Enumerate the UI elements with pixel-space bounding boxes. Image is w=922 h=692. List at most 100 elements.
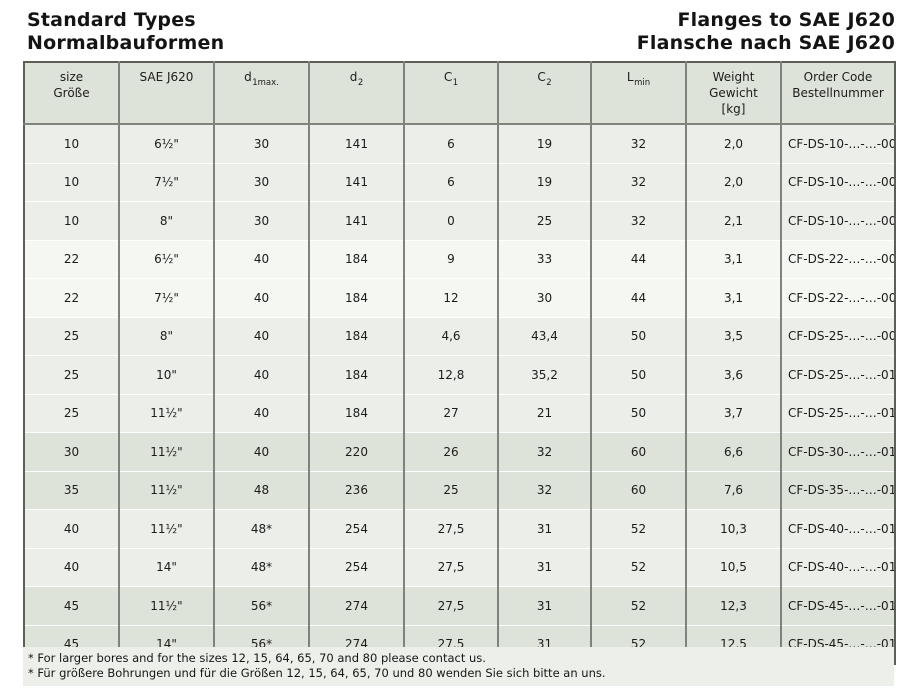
cell-sae: 11½": [118, 586, 214, 625]
table-row: 25 10" 40 184 12,8 35,2 50 3,6 CF-DS-25-…-…-010: [24, 355, 895, 394]
cell-size: 10: [24, 201, 119, 240]
cell-size: 25: [24, 316, 119, 356]
cell-weight: 3,5: [685, 316, 781, 356]
cell-order: CF-DS-10-…-…-007: [780, 162, 895, 202]
table-header-row: size Größe SAE J620 d1max. d2 C1 C2 Lmin Weight G…: [24, 62, 895, 125]
table-row: 40 11½" 48* 254 27,5 31 52 10,3 CF-DS-40-…-…-011: [24, 509, 895, 548]
flange-spec-table: size Größe SAE J620 d1max. d2 C1 C2 Lmin Weight G…: [23, 61, 896, 665]
cell-d1max: 30: [213, 124, 309, 163]
column-header-weight: Weight Gewicht [kg]: [685, 62, 781, 125]
page-title-en: Standard Types: [27, 9, 196, 31]
cell-c1: 6: [403, 162, 498, 202]
cell-d2: 184: [308, 355, 404, 394]
cell-d2: 184: [308, 316, 404, 356]
cell-weight: 3,6: [685, 355, 781, 394]
cell-order: CF-DS-22-…-…-007: [780, 278, 895, 317]
cell-d1max: 48*: [213, 509, 309, 548]
cell-c2: 19: [497, 124, 591, 163]
footnote-en: * For larger bores and for the sizes 12,…: [28, 651, 486, 665]
cell-weight: 2,0: [685, 162, 781, 202]
cell-weight: 6,6: [685, 432, 781, 471]
cell-size: 30: [24, 432, 119, 471]
cell-c2: 31: [497, 547, 591, 587]
cell-d2: 141: [308, 201, 404, 240]
cell-c2: 31: [497, 586, 591, 625]
cell-c1: 4,6: [403, 316, 498, 356]
page-subject-de: Flansche nach SAE J620: [636, 32, 895, 54]
cell-sae: 11½": [118, 393, 214, 433]
cell-d2: 254: [308, 547, 404, 587]
cell-d1max: 30: [213, 162, 309, 202]
column-header-sae: SAE J620: [118, 62, 214, 125]
cell-order: CF-DS-35-…-…-011: [780, 470, 895, 510]
cell-order: CF-DS-40-…-…-014: [780, 547, 895, 587]
cell-weight: 3,1: [685, 278, 781, 317]
cell-c1: 12,8: [403, 355, 498, 394]
cell-sae: 7½": [118, 278, 214, 317]
cell-c2: 30: [497, 278, 591, 317]
cell-order: CF-DS-22-…-…-006: [780, 239, 895, 279]
column-header-d2: d2: [308, 62, 404, 125]
cell-lmin: 50: [590, 355, 686, 394]
cell-size: 25: [24, 355, 119, 394]
cell-size: 22: [24, 239, 119, 279]
cell-d2: 236: [308, 470, 404, 510]
cell-size: 10: [63, 136, 80, 151]
cell-d1max: 30: [213, 201, 309, 240]
cell-size: 10: [24, 162, 119, 202]
title-block-left: Standard Types Normalbauformen: [27, 9, 224, 55]
cell-order: CF-DS-25-…-…-010: [780, 355, 895, 394]
cell-c2: 21: [497, 393, 591, 433]
cell-lmin: 50: [590, 393, 686, 433]
cell-lmin: 52: [590, 586, 686, 625]
cell-d1max: 40: [213, 355, 309, 394]
cell-weight: 3,1: [685, 239, 781, 279]
cell-c2: 19: [497, 162, 591, 202]
table-row: 10 6½" 30 141 6 19 32 2,0 CF-DS-10-…-…-006: [24, 124, 895, 163]
cell-sae: 14": [118, 547, 214, 587]
cell-lmin: 44: [590, 239, 686, 279]
cell-order: CF-DS-30-…-…-011: [780, 432, 895, 471]
cell-d1max: 40: [213, 316, 309, 356]
cell-d1max: 40: [213, 278, 309, 317]
cell-c2: 43,4: [497, 316, 591, 356]
cell-size: 40: [24, 509, 119, 548]
cell-weight: 3,7: [685, 393, 781, 433]
column-header-lmin: Lmin: [590, 62, 686, 125]
cell-weight: 7,6: [685, 470, 781, 510]
cell-lmin: 52: [590, 547, 686, 587]
table-row: 25 11½" 40 184 27 21 50 3,7 CF-DS-25-…-…-011: [24, 393, 895, 433]
cell-weight: 12,3: [685, 586, 781, 625]
cell-c2: 33: [497, 239, 591, 279]
cell-size: 22: [24, 278, 119, 317]
table-row: 22 6½" 40 184 9 33 44 3,1 CF-DS-22-…-…-006: [24, 239, 895, 279]
cell-sae: 6½": [118, 124, 214, 163]
cell-size: 25: [24, 393, 119, 433]
page-header: Standard Types Normalbauformen Flanges t…: [27, 9, 895, 55]
cell-c1: 27,5: [403, 586, 498, 625]
footnotes: * For larger bores and for the sizes 12,…: [23, 647, 894, 686]
column-header-c2: C2: [497, 62, 591, 125]
cell-c1: 25: [403, 470, 498, 510]
table-row: 10 7½" 30 141 6 19 32 2,0 CF-DS-10-…-…-007: [24, 162, 895, 202]
cell-order: CF-DS-25-…-…-011: [780, 393, 895, 433]
cell-c1: 9: [403, 239, 498, 279]
cell-d1max: 48: [213, 470, 309, 510]
cell-c1: 26: [403, 432, 498, 471]
cell-sae: 8": [118, 316, 214, 356]
cell-lmin: 32: [590, 124, 686, 163]
title-block-right: Flanges to SAE J620 Flansche nach SAE J6…: [637, 9, 895, 55]
cell-order: CF-DS-10-…-…-006: [780, 124, 895, 163]
cell-c2: 35,2: [497, 355, 591, 394]
cell-c2: 32: [497, 470, 591, 510]
cell-d1max: 40: [213, 432, 309, 471]
table-row: 40 14" 48* 254 27,5 31 52 10,5 CF-DS-40-…-…-014: [24, 547, 895, 587]
column-header-size: size Größe: [24, 62, 119, 125]
cell-c1: 0: [403, 201, 498, 240]
cell-sae: 11½": [118, 470, 214, 510]
cell-d2: 184: [308, 239, 404, 279]
cell-d2: 220: [308, 432, 404, 471]
cell-sae: 11½": [118, 432, 214, 471]
cell-d1max: 40: [213, 239, 309, 279]
